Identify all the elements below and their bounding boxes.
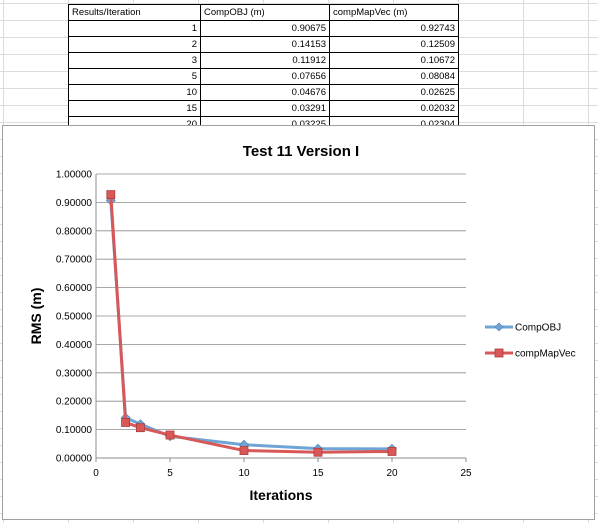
y-tick-label: 0.30000 [56,368,93,379]
table-cell[interactable]: 0.12509 [329,36,459,53]
table-cell[interactable]: 1 [68,20,201,37]
x-tick-label: 5 [167,468,173,479]
chart-frame[interactable]: Test 11 Version I 0.00000 0.10000 0.20000 0.… [2,125,595,520]
data-point-compMapVec [239,446,249,455]
y-tick-label: 0.20000 [56,397,93,408]
x-tick-label: 20 [386,468,398,479]
table-cell[interactable]: 0.10672 [329,52,459,69]
table-row: 2 0.14153 0.12509 [68,36,459,53]
data-point-compMapVec [313,447,323,457]
table-cell[interactable]: 0.92743 [329,20,459,37]
table-row: 5 0.07656 0.08084 [68,68,459,85]
table-row: 15 0.03291 0.02032 [68,100,459,117]
data-point-compMapVec [121,418,130,427]
table-cell[interactable]: 0.90675 [200,20,330,37]
table-cell[interactable]: 0.14153 [200,36,330,53]
chart-canvas: Test 11 Version I 0.00000 0.10000 0.20000 0.… [28,143,576,503]
table-cell[interactable]: 3 [68,52,201,69]
x-tick-label: 10 [238,468,250,479]
y-tick-label: 0.90000 [56,198,93,209]
data-point-compMapVec [135,423,145,433]
x-tick-label: 0 [93,468,99,479]
table-cell[interactable]: 10 [68,84,201,101]
table-row: 10 0.04676 0.02625 [68,84,459,101]
y-tick-label: 0.40000 [56,340,93,351]
table-cell[interactable]: 2 [68,36,201,53]
legend-label-compMapVec: compMapVec [515,349,576,360]
data-point-compMapVec [106,190,116,200]
results-table: Results/Iteration CompOBJ (m) compMapVec (… [68,4,459,133]
y-tick-label: 0.80000 [56,226,93,237]
table-header-cell[interactable]: CompOBJ (m) [200,4,330,21]
legend-marker-compMapVec [494,348,504,358]
x-axis-title: Iterations [249,487,312,503]
y-tick-label: 0.70000 [56,255,93,266]
table-cell[interactable]: 0.03291 [200,100,330,117]
x-tick-label: 15 [312,468,324,479]
y-axis-title: RMS (m) [28,288,44,345]
series-line-compMapVec [109,194,393,454]
table-row: 1 0.90675 0.92743 [68,20,459,37]
y-tick-label: 0.60000 [56,283,93,294]
table-cell[interactable]: 0.11912 [200,52,330,69]
chart-title: Test 11 Version I [243,143,359,160]
table-cell[interactable]: 0.04676 [200,84,330,101]
table-header-row: Results/Iteration CompOBJ (m) compMapVec (… [68,4,459,21]
data-point-compMapVec [165,430,175,440]
y-tick-label: 1.00000 [56,170,93,181]
table-row: 3 0.11912 0.10672 [68,52,459,69]
table-cell[interactable]: 5 [68,68,201,85]
legend-marker-CompOBJ [494,322,504,332]
series-line-CompOBJ [109,200,393,451]
data-point-compMapVec [387,447,397,456]
y-tick-label: 0.00000 [56,454,93,465]
table-header-cell[interactable]: Results/Iteration [68,4,201,21]
y-tick-label: 0.10000 [56,425,93,436]
table-cell[interactable]: 15 [68,100,201,117]
table-cell[interactable]: 0.08084 [329,68,459,85]
table-cell[interactable]: 0.02625 [329,84,459,101]
table-cell[interactable]: 0.02032 [329,100,459,117]
y-tick-label: 0.50000 [56,312,93,323]
table-cell[interactable]: 0.07656 [200,68,330,85]
legend-label-CompOBJ: CompOBJ [515,323,561,334]
x-tick-label: 25 [460,468,472,479]
table-header-cell[interactable]: compMapVec (m) [329,4,459,21]
